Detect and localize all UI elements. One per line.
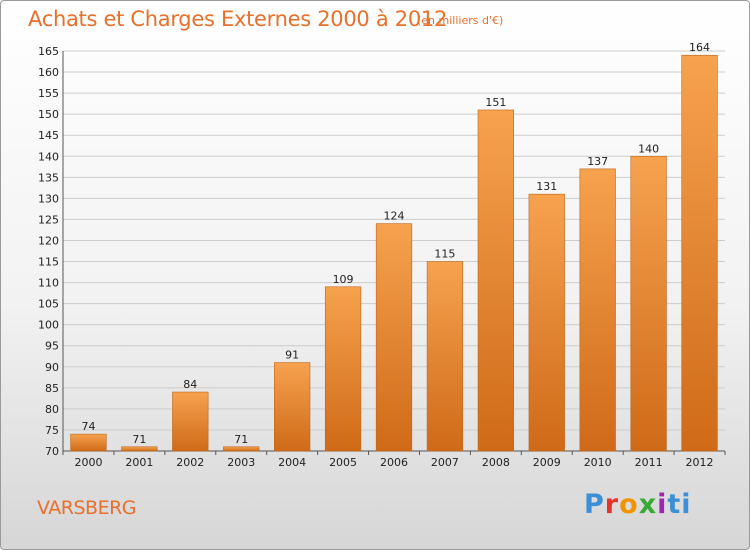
y-tick-label: 95 [45, 340, 59, 353]
x-tick-label: 2001 [125, 456, 153, 469]
bar-2009 [528, 193, 565, 452]
y-tick-label: 115 [38, 256, 59, 269]
data-label: 71 [234, 433, 248, 446]
data-label: 74 [81, 420, 95, 433]
y-tick-label: 145 [38, 129, 59, 142]
commune-name: VARSBERG [37, 497, 137, 519]
chart-title: Achats et Charges Externes 2000 à 2012 [28, 7, 448, 31]
bar-2010 [579, 168, 616, 452]
bar-2003 [223, 446, 260, 452]
y-tick-label: 75 [45, 424, 59, 437]
bar-2002 [172, 391, 209, 452]
y-tick-label: 105 [38, 298, 59, 311]
y-tick-label: 135 [38, 171, 59, 184]
x-tick-label: 2003 [227, 456, 255, 469]
data-label: 109 [333, 273, 354, 286]
x-tick-label: 2000 [74, 456, 102, 469]
y-tick-label: 150 [38, 108, 59, 121]
y-tick-label: 160 [38, 66, 59, 79]
bar-2005 [324, 286, 362, 452]
x-tick-label: 2006 [380, 456, 408, 469]
data-label: 151 [485, 96, 506, 109]
y-tick-label: 165 [38, 45, 59, 58]
y-tick-label: 155 [38, 87, 59, 100]
data-label: 131 [536, 180, 557, 193]
bar-2007 [426, 261, 464, 452]
y-tick-label: 90 [45, 361, 59, 374]
bar-2001 [121, 446, 158, 452]
chart-subtitle: (en milliers d'€) [417, 14, 504, 27]
x-tick-label: 2002 [176, 456, 204, 469]
data-label: 84 [183, 378, 197, 391]
bars [70, 54, 718, 452]
y-tick-label: 140 [38, 150, 59, 163]
tick-labels: 70 75 80 85 90 95 100 105 110 115 120 125 130 135 140 1… [38, 45, 714, 469]
x-tick-label: 2007 [431, 456, 459, 469]
x-tick-label: 2011 [635, 456, 663, 469]
data-label: 164 [689, 41, 710, 54]
y-tick-label: 100 [38, 319, 59, 332]
y-tick-label: 120 [38, 234, 59, 247]
y-tick-label: 85 [45, 382, 59, 395]
x-tick-label: 2004 [278, 456, 306, 469]
y-tick-label: 110 [38, 277, 59, 290]
data-labels: 74 71 84 71 91 109 124 115 151 131 137 140 164 [81, 41, 710, 446]
x-tick-label: 2005 [329, 456, 357, 469]
bar-2004 [274, 362, 311, 452]
x-tick-label: 2009 [533, 456, 561, 469]
data-label: 140 [638, 142, 659, 155]
bar-2012 [681, 54, 718, 452]
x-tick-label: 2012 [686, 456, 714, 469]
bar-2000 [70, 433, 107, 452]
y-tick-label: 70 [45, 445, 59, 458]
data-label: 137 [587, 155, 608, 168]
data-label: 71 [132, 433, 146, 446]
data-label: 91 [285, 349, 299, 362]
bar-2008 [477, 109, 514, 452]
x-tick-label: 2010 [584, 456, 612, 469]
y-tick-label: 80 [45, 403, 59, 416]
data-label: 115 [434, 248, 455, 261]
bar-2011 [630, 155, 667, 452]
data-label: 124 [384, 210, 405, 223]
proxiti-logo[interactable]: Proxiti [584, 489, 692, 520]
bar-2006 [375, 223, 413, 452]
y-tick-label: 130 [38, 192, 59, 205]
y-tick-label: 125 [38, 213, 59, 226]
x-tick-label: 2008 [482, 456, 510, 469]
